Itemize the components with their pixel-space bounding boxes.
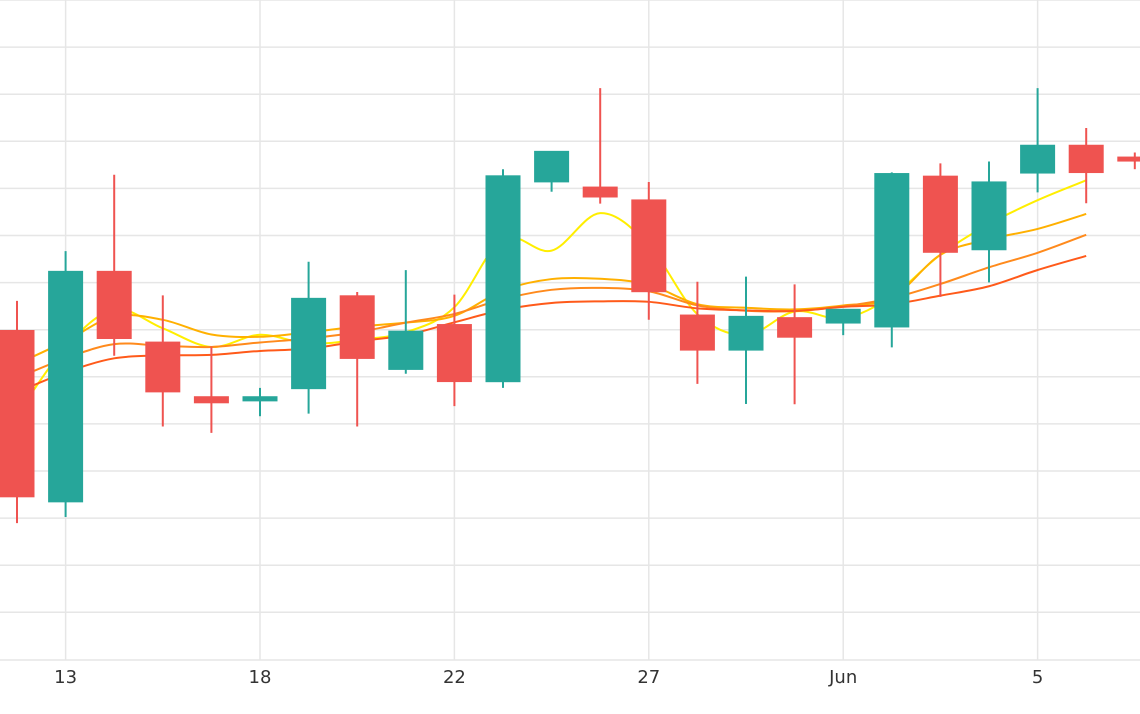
candle <box>825 308 861 336</box>
x-tick-label: 5 <box>1032 667 1043 688</box>
candle-body <box>1068 144 1104 174</box>
candle <box>48 251 84 517</box>
candle-body <box>922 175 958 253</box>
candle <box>0 300 35 524</box>
candles <box>0 88 1140 524</box>
candle <box>436 294 472 407</box>
candle-body <box>0 330 35 498</box>
candle <box>485 169 521 388</box>
candle-body <box>339 295 375 359</box>
candle <box>242 387 278 417</box>
candle-body <box>242 396 278 402</box>
candle <box>193 346 229 433</box>
candle <box>388 270 424 374</box>
candle-body <box>971 181 1007 251</box>
candle-body <box>193 396 229 404</box>
candle-body <box>48 270 84 503</box>
candle-body <box>1117 156 1140 162</box>
candle <box>777 284 813 405</box>
candle-body <box>145 341 181 393</box>
candle-body <box>582 186 618 198</box>
candle <box>96 174 132 356</box>
x-tick-label: 27 <box>637 667 660 688</box>
candle-body <box>874 173 910 328</box>
candle <box>1020 88 1056 193</box>
candle-body <box>1020 144 1056 174</box>
x-tick-label: Jun <box>828 667 857 688</box>
candle-body <box>485 175 521 383</box>
gridlines <box>0 0 1140 661</box>
x-tick-label: 13 <box>54 667 77 688</box>
candle <box>679 281 715 384</box>
candle <box>1068 128 1104 204</box>
candle <box>145 295 181 427</box>
x-axis: 13 18 22 27 Jun 5 <box>54 667 1043 688</box>
candle-body <box>728 315 764 351</box>
candle <box>971 161 1007 283</box>
candle <box>874 172 910 348</box>
candle <box>339 292 375 427</box>
candle <box>582 88 618 204</box>
candle-body <box>436 324 472 383</box>
candle-body <box>825 308 861 324</box>
candle-body <box>777 317 813 338</box>
x-tick-label: 18 <box>249 667 272 688</box>
x-tick-label: 22 <box>443 667 466 688</box>
candle-body <box>291 297 327 390</box>
candle-body <box>388 330 424 370</box>
candle-body <box>96 270 132 339</box>
candle <box>534 150 570 192</box>
candle-body <box>679 314 715 351</box>
candle <box>728 276 764 404</box>
candle <box>1117 152 1140 170</box>
candle <box>631 182 667 320</box>
candle <box>922 163 958 297</box>
candle-body <box>534 150 570 183</box>
candle <box>291 261 327 414</box>
candle-body <box>631 199 667 293</box>
